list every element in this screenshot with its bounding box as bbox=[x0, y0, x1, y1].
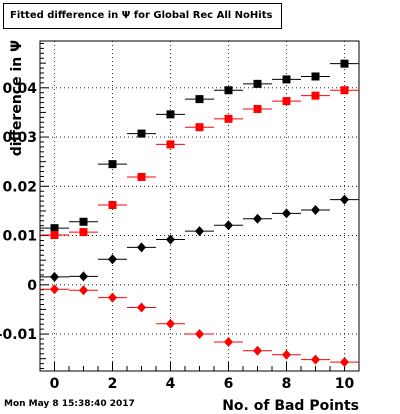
data-point-diamond bbox=[253, 213, 262, 224]
data-point-square bbox=[253, 79, 262, 88]
data-point-diamond bbox=[108, 292, 117, 303]
data-point-diamond bbox=[224, 336, 233, 347]
data-point-diamond bbox=[340, 357, 349, 368]
plot-frame bbox=[39, 40, 360, 372]
data-point-square bbox=[224, 114, 233, 123]
data-point-square bbox=[108, 201, 117, 210]
tick-marks bbox=[40, 42, 345, 371]
data-point-diamond bbox=[224, 220, 233, 231]
data-point-diamond bbox=[50, 284, 59, 295]
y-tick-label: 0.01 bbox=[2, 229, 37, 245]
data-point-diamond bbox=[282, 208, 291, 219]
series-2 bbox=[40, 86, 359, 240]
series-3 bbox=[40, 194, 359, 282]
data-point-square bbox=[195, 95, 204, 104]
y-tick-label: 0 bbox=[27, 278, 37, 294]
data-point-diamond bbox=[340, 194, 349, 205]
data-point-square bbox=[224, 86, 233, 95]
data-point-square bbox=[340, 59, 349, 68]
data-point-square bbox=[166, 110, 175, 119]
x-tick-label: 2 bbox=[108, 376, 118, 392]
y-axis-title: difference in Ψ bbox=[9, 40, 25, 156]
data-point-square bbox=[282, 97, 291, 106]
x-tick-label: 4 bbox=[166, 376, 176, 392]
grid-lines bbox=[40, 41, 359, 371]
tick-labels: 0 2 4 6 8 10 -0.01 0 0.01 0.02 0.03 0.04 bbox=[0, 81, 354, 392]
data-point-square bbox=[79, 228, 88, 237]
data-point-diamond bbox=[195, 329, 204, 340]
data-point-square bbox=[166, 140, 175, 149]
data-point-square bbox=[311, 72, 320, 81]
axes bbox=[39, 40, 360, 372]
data-point-square bbox=[79, 217, 88, 226]
y-tick-label: 0.03 bbox=[2, 130, 37, 146]
chart-title: Fitted difference in Ψ for Global Rec Al… bbox=[3, 3, 282, 29]
data-point-diamond bbox=[311, 354, 320, 365]
data-point-diamond bbox=[50, 271, 59, 282]
data-point-square bbox=[340, 86, 349, 95]
data-point-diamond bbox=[137, 302, 146, 313]
data-point-diamond bbox=[79, 271, 88, 282]
data-point-square bbox=[137, 129, 146, 138]
x-tick-label: 8 bbox=[282, 376, 292, 392]
data-point-square bbox=[195, 123, 204, 132]
data-point-diamond bbox=[137, 242, 146, 253]
y-tick-label: -0.01 bbox=[0, 327, 37, 343]
x-axis-title: No. of Bad Points bbox=[222, 398, 359, 414]
x-tick-label: 0 bbox=[50, 376, 60, 392]
data-point-diamond bbox=[108, 254, 117, 265]
y-tick-label: 0.04 bbox=[2, 81, 37, 97]
data-point-diamond bbox=[79, 285, 88, 296]
data-point-square bbox=[282, 75, 291, 84]
y-tick-label: 0.02 bbox=[2, 179, 37, 195]
data-point-square bbox=[50, 224, 59, 233]
data-point-square bbox=[50, 231, 59, 240]
data-point-square bbox=[137, 172, 146, 181]
data-point-diamond bbox=[166, 234, 175, 245]
series-4 bbox=[40, 284, 359, 368]
x-tick-label: 10 bbox=[335, 376, 355, 392]
data-point-square bbox=[311, 91, 320, 100]
data-point-diamond bbox=[311, 204, 320, 215]
data-point-square bbox=[253, 104, 262, 113]
timestamp: Mon May 8 15:38:40 2017 bbox=[4, 399, 135, 409]
data-point-diamond bbox=[282, 349, 291, 360]
x-tick-label: 6 bbox=[224, 376, 234, 392]
data-point-diamond bbox=[253, 345, 262, 356]
data-point-diamond bbox=[166, 318, 175, 329]
series-1 bbox=[40, 59, 359, 233]
data-point-diamond bbox=[195, 226, 204, 237]
data-markers bbox=[40, 59, 359, 368]
data-point-square bbox=[108, 160, 117, 169]
